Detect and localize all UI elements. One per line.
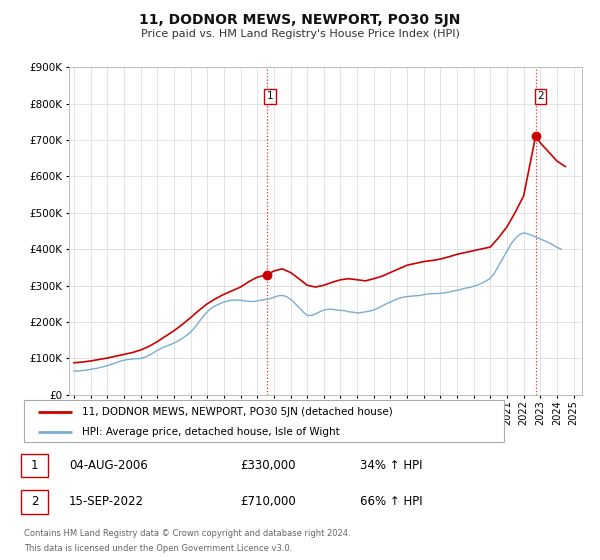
Text: 2: 2 [537,91,544,101]
FancyBboxPatch shape [21,491,48,514]
Text: £330,000: £330,000 [240,459,296,472]
Text: 1: 1 [267,91,274,101]
Text: 11, DODNOR MEWS, NEWPORT, PO30 5JN: 11, DODNOR MEWS, NEWPORT, PO30 5JN [139,13,461,27]
Text: This data is licensed under the Open Government Licence v3.0.: This data is licensed under the Open Gov… [24,544,292,553]
Text: Contains HM Land Registry data © Crown copyright and database right 2024.: Contains HM Land Registry data © Crown c… [24,529,350,538]
Text: 11, DODNOR MEWS, NEWPORT, PO30 5JN (detached house): 11, DODNOR MEWS, NEWPORT, PO30 5JN (deta… [82,407,392,417]
Text: £710,000: £710,000 [240,496,296,508]
FancyBboxPatch shape [21,454,48,477]
Text: HPI: Average price, detached house, Isle of Wight: HPI: Average price, detached house, Isle… [82,427,340,437]
FancyBboxPatch shape [24,400,504,442]
Text: 2: 2 [31,496,38,508]
Text: 34% ↑ HPI: 34% ↑ HPI [360,459,422,472]
Text: 66% ↑ HPI: 66% ↑ HPI [360,496,422,508]
Text: 15-SEP-2022: 15-SEP-2022 [69,496,144,508]
Text: 04-AUG-2006: 04-AUG-2006 [69,459,148,472]
Text: 1: 1 [31,459,38,472]
Text: Price paid vs. HM Land Registry's House Price Index (HPI): Price paid vs. HM Land Registry's House … [140,29,460,39]
